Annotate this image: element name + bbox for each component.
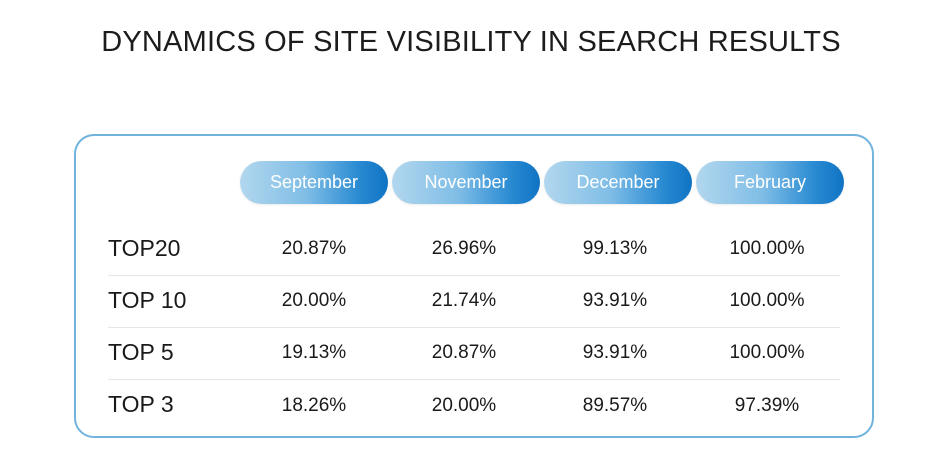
row-label-top5: TOP 5	[108, 339, 174, 365]
column-header-february: February	[696, 161, 844, 204]
column-header-november: November	[392, 161, 540, 204]
row-divider	[108, 379, 840, 380]
table-cell: 21.74%	[431, 290, 497, 311]
table-cell: 100.00%	[729, 342, 805, 363]
table-cell: 20.87%	[281, 238, 347, 259]
row-divider	[108, 327, 840, 328]
table-cell: 93.91%	[582, 290, 648, 311]
table-cell: 20.87%	[431, 342, 497, 363]
table-cell: 93.91%	[582, 342, 648, 363]
table-cell: 100.00%	[729, 290, 805, 311]
column-header-december: December	[544, 161, 692, 204]
table-cell: 26.96%	[431, 238, 497, 259]
table-cell: 20.00%	[431, 395, 497, 416]
table-cell: 20.00%	[281, 290, 347, 311]
row-label-top20: TOP20	[108, 235, 181, 261]
column-header-september: September	[240, 161, 388, 204]
table-cell: 99.13%	[582, 238, 648, 259]
row-divider	[108, 275, 840, 276]
table-cell: 100.00%	[729, 238, 805, 259]
table-cell: 89.57%	[582, 395, 648, 416]
table-cell: 18.26%	[281, 395, 347, 416]
page-title: DYNAMICS OF SITE VISIBILITY IN SEARCH RE…	[101, 26, 841, 58]
table-cell: 97.39%	[734, 395, 800, 416]
row-label-top10: TOP 10	[108, 287, 187, 313]
row-label-top3: TOP 3	[108, 391, 174, 417]
table-cell: 19.13%	[281, 342, 347, 363]
